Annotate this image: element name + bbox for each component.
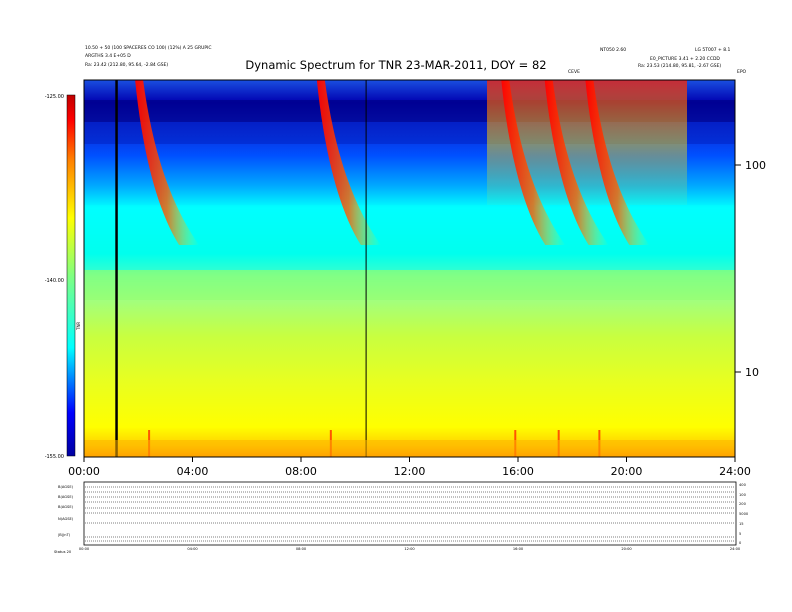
bottom-x-tick-label: 00:00 (79, 547, 90, 551)
bottom-right-label-7: 0 (739, 541, 742, 545)
green-level-transition (84, 270, 735, 300)
chart-title: Dynamic Spectrum for TNR 23-MAR-2011, DO… (245, 58, 547, 72)
header-right-line3: E0_PICTURE 3.41 + 2.20 CCDD (650, 57, 720, 62)
bottom-x-tick-label: 12:00 (404, 547, 415, 551)
bottom-left-label-2: B(AGSE) (58, 495, 74, 499)
bottom-right-label-4: 5000 (739, 512, 749, 516)
x-tick-label: 00:00 (68, 465, 100, 478)
bottom-right-label-3: 200 (739, 502, 747, 506)
y-tick-label-100: 100 (745, 159, 766, 172)
header-small-right: EPO (737, 70, 747, 75)
bottom-right-label-1: 400 (739, 483, 747, 487)
bottom-left-label-3: B(AGSE) (58, 505, 74, 509)
burst-arc (501, 80, 566, 245)
colorbar-tick-top: -125.00 (45, 94, 64, 100)
header-right-line4: Ra: 23.53 (214.80, 95.81, -2.67 GSE) (638, 64, 722, 69)
burst-arc (544, 80, 609, 245)
y-tick-label-10: 10 (745, 366, 759, 379)
header-left-line3: Ra: 23.42 (212.80, 95.64, -2.84 GSE) (85, 63, 169, 68)
bottom-x-tick-label: 16:00 (513, 547, 524, 551)
bottom-right-label-5: 15 (739, 522, 744, 526)
header-small-mid: CEVE (568, 70, 580, 75)
bottom-panel-traces (85, 486, 734, 542)
x-tick-label: 16:00 (502, 465, 534, 478)
orange-bottom-band (84, 440, 735, 457)
colorbar-label: TNR (76, 322, 81, 331)
x-tick-label: 04:00 (177, 465, 209, 478)
header-right-line2: LG 5T007 + 8.1 (695, 48, 731, 53)
bottom-right-label-6: 5 (739, 532, 741, 536)
spectrogram-area (84, 80, 735, 457)
bottom-panel-x-ticks: 00:00 04:00 08:00 12:00 16:00 20:00 24:00 (79, 547, 741, 551)
colorbar (66, 94, 76, 457)
colorbar-tick-mid: -140.00 (45, 278, 64, 284)
burst-arc (135, 80, 200, 245)
x-axis: 00:00 04:00 08:00 12:00 16:00 20:00 24:00 (68, 457, 751, 478)
x-tick-label: 24:00 (719, 465, 751, 478)
bottom-footer-label: Status 20 (54, 550, 72, 554)
colorbar-tick-bottom: -155.00 (45, 454, 64, 460)
bottom-left-label-5: |B|(nT) (58, 533, 71, 537)
x-tick-label: 12:00 (394, 465, 426, 478)
vertical-lines (115, 80, 367, 457)
bottom-left-label-4: N(AGSE) (58, 517, 74, 521)
bottom-x-tick-label: 20:00 (621, 547, 632, 551)
x-tick-label: 08:00 (285, 465, 317, 478)
bottom-right-label-2: 100 (739, 493, 747, 497)
bottom-panel-frame (83, 481, 737, 546)
header-left-line2: ARGTHS 3.4 E+05 D (85, 54, 131, 59)
header-left-line1: 10.50 + 50 (100 SPACERES CO 100) (12%) A… (85, 46, 212, 51)
x-tick-label: 20:00 (611, 465, 643, 478)
bottom-panel: 00:00 04:00 08:00 12:00 16:00 20:00 24:00 B(AG… (54, 481, 749, 554)
burst-arc (316, 80, 381, 245)
bottom-left-label-1: B(AGSE) (58, 485, 74, 489)
header-right-line1: NT050 2.60 (600, 48, 627, 53)
bottom-x-tick-label: 24:00 (730, 547, 741, 551)
bottom-x-tick-label: 08:00 (296, 547, 307, 551)
bottom-x-tick-label: 04:00 (187, 547, 198, 551)
burst-arc (585, 80, 650, 245)
